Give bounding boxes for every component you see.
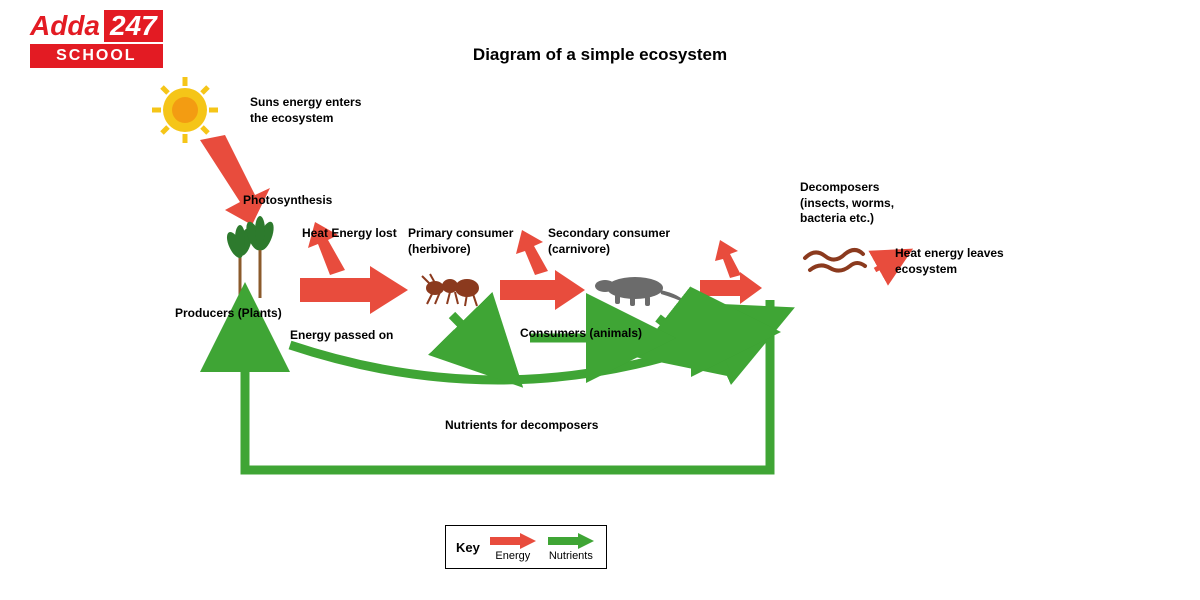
label-decomposers: Decomposers(insects, worms,bacteria etc.… bbox=[800, 180, 894, 227]
energy-arrow-sun-plants bbox=[200, 135, 270, 225]
legend-energy-label: Energy bbox=[495, 550, 530, 562]
label-sun-energy: Suns energy entersthe ecosystem bbox=[250, 95, 361, 126]
label-photosynthesis: Photosynthesis bbox=[243, 193, 332, 209]
ant-icon bbox=[422, 274, 478, 306]
nutrient-flow bbox=[245, 300, 770, 470]
label-energy-passed: Energy passed on bbox=[290, 328, 393, 344]
label-producers: Producers (Plants) bbox=[175, 306, 282, 322]
worm-icon bbox=[805, 250, 865, 271]
label-nutrients-for: Nutrients for decomposers bbox=[445, 418, 598, 434]
ecosystem-diagram bbox=[0, 0, 1200, 600]
heat-arrow-2 bbox=[516, 230, 548, 275]
lizard-icon bbox=[595, 277, 687, 306]
legend-title: Key bbox=[456, 540, 480, 555]
label-heat-leaves: Heat energy leavesecosystem bbox=[895, 246, 1004, 277]
energy-arrow-herbivore-carnivore bbox=[500, 270, 585, 310]
energy-arrow-producers-herbivore bbox=[300, 266, 408, 314]
legend-nutrients-label: Nutrients bbox=[549, 550, 593, 562]
legend-box: Key Energy Nutrients bbox=[445, 525, 607, 569]
sun-icon bbox=[152, 77, 218, 143]
heat-arrow-3 bbox=[715, 240, 741, 278]
label-heat-lost: Heat Energy lost bbox=[302, 226, 397, 242]
plant-icon bbox=[224, 216, 277, 298]
legend-energy: Energy bbox=[488, 532, 538, 562]
label-consumers: Consumers (animals) bbox=[520, 326, 642, 342]
legend-nutrients: Nutrients bbox=[546, 532, 596, 562]
label-primary-consumer: Primary consumer(herbivore) bbox=[408, 226, 513, 257]
label-secondary-consumer: Secondary consumer(carnivore) bbox=[548, 226, 670, 257]
